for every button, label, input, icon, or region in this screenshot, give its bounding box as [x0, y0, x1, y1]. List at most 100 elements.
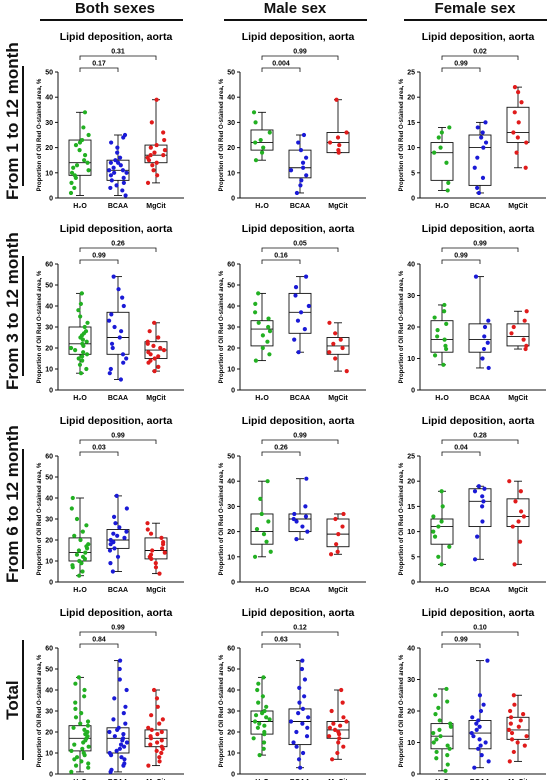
- data-point: [156, 354, 161, 359]
- pvalue-bracket: [79, 643, 119, 648]
- data-point: [152, 356, 157, 361]
- data-point: [476, 484, 481, 489]
- data-point: [508, 715, 514, 720]
- y-tick-label: 10: [407, 145, 415, 152]
- data-point: [86, 765, 91, 770]
- data-point: [267, 352, 272, 357]
- data-point: [80, 354, 85, 359]
- x-tick-label: H₂O: [73, 203, 87, 210]
- data-point: [151, 168, 156, 173]
- data-point: [519, 100, 524, 105]
- pvalue-bracket: [441, 259, 481, 264]
- y-tick-label: 25: [407, 454, 415, 461]
- data-point: [152, 320, 157, 325]
- data-point: [148, 734, 153, 739]
- data-point: [108, 561, 113, 566]
- data-point: [339, 687, 344, 693]
- data-point: [326, 734, 332, 739]
- data-point: [300, 658, 305, 663]
- data-point: [116, 287, 121, 292]
- data-point: [149, 727, 154, 733]
- data-point: [152, 150, 157, 155]
- y-tick-label: 10: [45, 170, 53, 177]
- data-point: [145, 521, 150, 526]
- y-axis-label: Proportion of Oil Red O-stained area, %: [219, 654, 225, 767]
- data-point: [162, 137, 167, 143]
- data-point: [439, 489, 444, 494]
- data-point: [107, 750, 112, 756]
- data-point: [300, 721, 305, 726]
- data-point: [442, 309, 447, 314]
- data-point: [108, 366, 113, 372]
- pvalue-bracket: [441, 55, 519, 60]
- data-point: [123, 193, 128, 198]
- pvalue-bracket: [79, 259, 119, 264]
- y-tick-label: 60: [227, 646, 235, 653]
- data-point: [120, 736, 126, 741]
- data-point: [119, 329, 124, 334]
- data-point: [114, 493, 119, 498]
- data-point: [475, 155, 480, 160]
- y-tick-label: 60: [227, 262, 235, 269]
- data-point: [69, 180, 74, 185]
- data-point: [145, 339, 150, 344]
- data-point: [515, 135, 520, 140]
- data-point: [516, 724, 521, 729]
- data-point: [431, 730, 436, 736]
- y-tick-label: 10: [227, 751, 235, 758]
- data-point: [267, 130, 272, 135]
- panel-title: Lipid deposition, aorta: [422, 415, 535, 427]
- data-point: [261, 740, 267, 745]
- data-point: [112, 324, 117, 330]
- data-point: [509, 331, 514, 336]
- y-tick-label: 20: [227, 145, 235, 152]
- panel-title: Lipid deposition, aorta: [60, 31, 173, 43]
- data-point: [511, 130, 516, 135]
- data-point: [117, 666, 122, 672]
- y-axis-label: Proportion of Oil Red O-stained area, %: [37, 654, 43, 767]
- data-point: [110, 345, 115, 351]
- pvalue-label: 0.84: [92, 637, 106, 644]
- data-point: [79, 759, 84, 764]
- data-point: [344, 719, 349, 724]
- data-point: [256, 320, 261, 325]
- data-point: [480, 494, 485, 499]
- data-point: [73, 763, 79, 768]
- data-point: [120, 188, 125, 193]
- data-point: [485, 658, 490, 663]
- data-point: [482, 324, 488, 330]
- y-tick-label: 15: [407, 504, 415, 511]
- data-point: [150, 548, 155, 553]
- data-point: [255, 687, 260, 693]
- data-point: [122, 535, 127, 541]
- data-point: [303, 504, 308, 509]
- data-point: [113, 158, 118, 163]
- y-tick-label: 30: [227, 120, 235, 127]
- data-point: [297, 685, 302, 691]
- data-point: [74, 516, 80, 522]
- box-H₂O: [250, 710, 274, 735]
- data-point: [331, 721, 336, 726]
- data-point: [259, 150, 265, 155]
- data-point: [73, 142, 79, 148]
- data-point: [432, 534, 438, 539]
- data-point: [253, 358, 259, 363]
- data-point: [115, 160, 121, 165]
- box-MgCit: [326, 518, 350, 548]
- box-MgCit: [506, 716, 530, 740]
- data-point: [262, 729, 267, 735]
- data-point: [73, 700, 78, 705]
- data-point: [298, 148, 304, 153]
- y-tick-label: 40: [407, 262, 415, 269]
- y-tick-label: 15: [407, 120, 415, 127]
- pvalue-label: 0.04: [454, 445, 468, 452]
- data-point: [76, 548, 82, 553]
- data-point: [84, 339, 89, 344]
- data-point: [447, 746, 452, 751]
- data-point: [475, 185, 480, 191]
- y-tick-label: 10: [45, 559, 53, 566]
- data-point: [112, 696, 117, 701]
- data-point: [480, 519, 485, 524]
- data-point: [266, 316, 271, 321]
